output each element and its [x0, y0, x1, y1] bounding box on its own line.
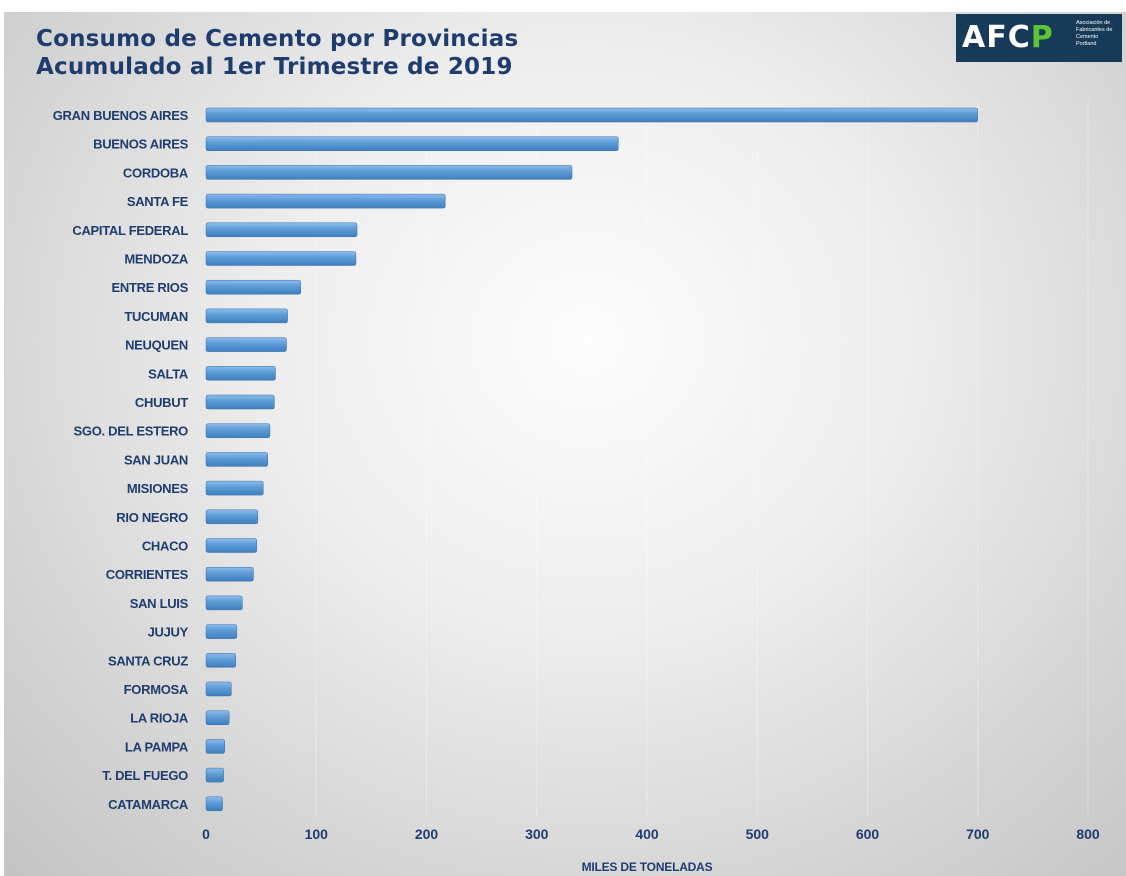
bar-corrientes — [205, 566, 254, 582]
category-label: GRAN BUENOS AIRES — [53, 108, 189, 123]
bar-t-del-fuego — [205, 767, 224, 783]
category-label: BUENOS AIRES — [93, 137, 189, 152]
logo-wordmark: AFCP — [962, 20, 1054, 55]
bar-capital-federal — [205, 222, 358, 238]
bar-sgo-del-estero — [205, 423, 271, 438]
category-label: CAPITAL FEDERAL — [72, 223, 188, 238]
x-tick-label: 700 — [966, 826, 990, 842]
chart-subtitle: Acumulado al 1er Trimestre de 2019 — [36, 54, 513, 80]
category-label: LA RIOJA — [130, 711, 189, 726]
category-label: MISIONES — [127, 481, 189, 496]
category-label: FORMOSA — [124, 682, 189, 697]
category-label: MENDOZA — [124, 252, 189, 267]
x-tick-label: 600 — [856, 826, 880, 842]
bar-la-pampa — [205, 739, 225, 754]
category-label: JUJUY — [148, 625, 189, 640]
category-label: SANTA FE — [127, 194, 189, 209]
x-tick-label: 0 — [202, 826, 210, 842]
category-label: T. DEL FUEGO — [102, 768, 188, 783]
category-label: RIO NEGRO — [116, 510, 188, 525]
bar-chubut — [205, 394, 275, 410]
afcp-logo: AFCP Asociación de Fabricantes de Cement… — [956, 14, 1122, 62]
chart-canvas: Consumo de Cemento por Provincias Acumul… — [4, 12, 1126, 876]
category-label: CHACO — [142, 539, 188, 554]
bar-catamarca — [205, 796, 223, 812]
category-label: SAN JUAN — [124, 452, 188, 467]
gridlines — [315, 100, 1089, 817]
bar-mendoza — [205, 251, 357, 266]
category-label: NEUQUEN — [125, 338, 188, 353]
bar-jujuy — [205, 624, 238, 639]
bar-san-luis — [205, 595, 243, 611]
category-label: SALTA — [148, 366, 189, 381]
bar-neuquen — [205, 337, 287, 352]
category-label: SGO. DEL ESTERO — [74, 424, 189, 439]
bar-salta — [205, 366, 276, 381]
category-label: ENTRE RIOS — [112, 280, 189, 295]
category-label: TUCUMAN — [124, 309, 188, 324]
x-axis-title: MILES DE TONELADAS — [582, 860, 713, 874]
bar-tucuman — [205, 308, 288, 324]
bar-rio-negro — [205, 509, 259, 525]
x-tick-label: 100 — [305, 826, 329, 842]
bar-buenos-aires — [205, 136, 619, 151]
x-tick-label: 800 — [1076, 826, 1100, 842]
category-label: CHUBUT — [135, 395, 188, 410]
category-label: SAN LUIS — [130, 596, 189, 611]
logo-subtitle: Asociación de Fabricantes de Cemento Por… — [1076, 20, 1113, 47]
x-axis-ticks: 0 100 200 300 400 500 600 700 800 — [202, 826, 1100, 842]
bar-san-juan — [205, 452, 268, 467]
category-label: LA PAMPA — [125, 739, 189, 754]
category-label: CORRIENTES — [106, 567, 189, 582]
chart-title: Consumo de Cemento por Provincias — [36, 26, 519, 52]
bar-formosa — [205, 681, 232, 697]
bars — [205, 107, 978, 812]
x-tick-label: 500 — [746, 826, 770, 842]
bar-cordoba — [205, 165, 573, 180]
category-label: CATAMARCA — [108, 797, 189, 812]
bar-misiones — [205, 480, 264, 496]
category-label: CORDOBA — [123, 165, 189, 180]
bar-santa-fe — [205, 193, 446, 209]
category-label: SANTA CRUZ — [108, 653, 188, 668]
bar-la-rioja — [205, 710, 230, 725]
bar-chart: GRAN BUENOS AIRES BUENOS AIRES CORDOBA SANT… — [53, 100, 1100, 874]
bar-entre-rios — [205, 279, 302, 295]
category-labels: GRAN BUENOS AIRES BUENOS AIRES CORDOBA SANT… — [53, 108, 189, 812]
x-tick-label: 300 — [525, 826, 549, 842]
bar-gran-buenos-aires — [205, 107, 978, 123]
bar-chaco — [205, 538, 257, 553]
bar-santa-cruz — [205, 653, 237, 668]
x-tick-label: 400 — [635, 826, 659, 842]
x-tick-label: 200 — [415, 826, 439, 842]
